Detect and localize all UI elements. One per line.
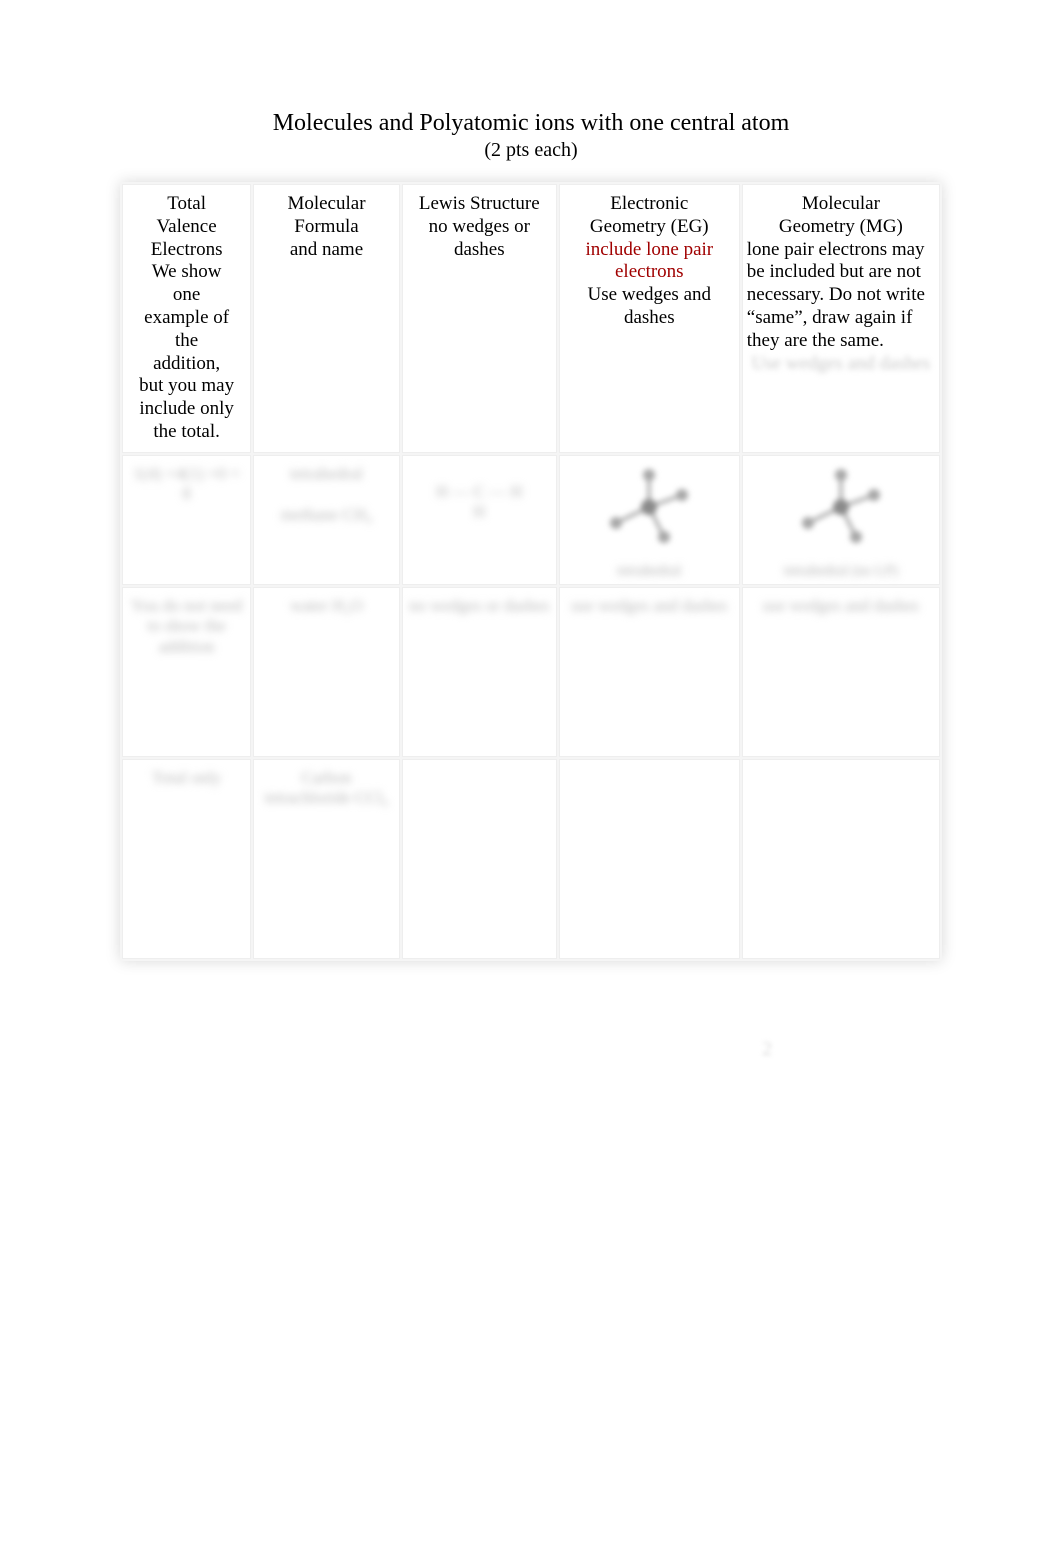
table-header-row: Total Valence Electrons We show one exam… — [122, 184, 940, 453]
header-text: addition, — [153, 353, 220, 374]
page-number: 2 — [762, 1038, 772, 1061]
header-text: the total. — [153, 421, 219, 442]
header-text: Electronic — [610, 193, 688, 214]
blurred-text: methane CH₄ — [281, 505, 372, 524]
cell-lewis: no wedges or dashes — [402, 587, 557, 757]
header-text: Total — [167, 193, 206, 214]
header-col-lewis: Lewis Structure no wedges or dashes — [402, 184, 557, 453]
header-col-valence: Total Valence Electrons We show one exam… — [122, 184, 251, 453]
tetrahedral-diagram-icon — [796, 467, 886, 547]
header-text: dashes — [454, 239, 505, 260]
header-col-eg: Electronic Geometry (EG) include lone pa… — [559, 184, 740, 453]
blurred-text: H — [473, 502, 485, 521]
header-text: Use wedges and — [588, 284, 711, 305]
header-text: and name — [290, 239, 363, 260]
blurred-text: tetrahedral — [290, 464, 363, 483]
header-col-formula: Molecular Formula and name — [253, 184, 399, 453]
blurred-caption: tetrahedral — [560, 562, 739, 580]
cell-formula: Carbon tetrachloride CCl₄ — [253, 759, 399, 959]
header-text: Valence — [157, 216, 217, 237]
header-text: Lewis Structure — [419, 193, 540, 214]
blurred-text: no wedges or dashes — [409, 596, 549, 615]
cell-formula: water H₂O — [253, 587, 399, 757]
worksheet-table: Total Valence Electrons We show one exam… — [120, 182, 942, 961]
blurred-text: H — C — H — [409, 482, 550, 502]
header-col-mg: Molecular Geometry (MG) lone pair electr… — [742, 184, 940, 453]
header-text: but you may — [139, 375, 234, 396]
table-row: 1(4) +4(1) +0 = 8 tetrahedral methane CH… — [122, 455, 940, 585]
cell-lewis: H — C — H H — [402, 455, 557, 585]
blurred-text: 1(4) +4(1) +0 = 8 — [133, 464, 240, 503]
tetrahedral-diagram-icon — [604, 467, 694, 547]
page-subtitle: (2 pts each) — [120, 139, 942, 162]
header-text-red: electrons — [615, 261, 684, 282]
table-row: You do not need to show the addition wat… — [122, 587, 940, 757]
header-text: example of — [144, 307, 229, 328]
header-text: Molecular — [287, 193, 365, 214]
cell-eg: tetrahedral — [559, 455, 740, 585]
page-title: Molecules and Polyatomic ions with one c… — [120, 110, 942, 137]
blurred-text: water H₂O — [290, 596, 362, 615]
table-row: Total only Carbon tetrachloride CCl₄ — [122, 759, 940, 959]
cell-mg: tetrahedral (no LP) — [742, 455, 940, 585]
cell-formula: tetrahedral methane CH₄ — [253, 455, 399, 585]
cell-eg — [559, 759, 740, 959]
blurred-text: use wedges and dashes — [571, 596, 727, 615]
header-text: one — [173, 284, 200, 305]
blurred-text: use wedges and dashes — [763, 596, 919, 615]
header-text: Electrons — [151, 239, 223, 260]
cell-mg — [742, 759, 940, 959]
cell-valence: Total only — [122, 759, 251, 959]
cell-eg: use wedges and dashes — [559, 587, 740, 757]
header-text: the — [175, 330, 198, 351]
header-text: Geometry (MG) — [779, 216, 903, 237]
header-text-left: lone pair electrons may be included but … — [747, 239, 935, 353]
header-text: dashes — [624, 307, 675, 328]
cell-mg: use wedges and dashes — [742, 587, 940, 757]
blurred-text: You do not need to show the addition — [131, 596, 242, 656]
header-text: We show — [152, 261, 222, 282]
cell-valence: You do not need to show the addition — [122, 587, 251, 757]
cell-lewis — [402, 759, 557, 959]
blurred-text: Carbon tetrachloride CCl₄ — [265, 768, 388, 807]
header-text: Formula — [294, 216, 358, 237]
cell-valence: 1(4) +4(1) +0 = 8 — [122, 455, 251, 585]
header-text-red-blur: Use wedges and dashes — [751, 353, 930, 374]
blurred-caption: tetrahedral (no LP) — [743, 562, 939, 580]
page-container: Molecules and Polyatomic ions with one c… — [0, 0, 1062, 1001]
header-text: Geometry (EG) — [590, 216, 709, 237]
header-text-red: include lone pair — [585, 239, 713, 260]
header-text: include only — [139, 398, 233, 419]
header-text: no wedges or — [429, 216, 530, 237]
header-text: Molecular — [802, 193, 880, 214]
blurred-text: Total only — [152, 768, 221, 787]
